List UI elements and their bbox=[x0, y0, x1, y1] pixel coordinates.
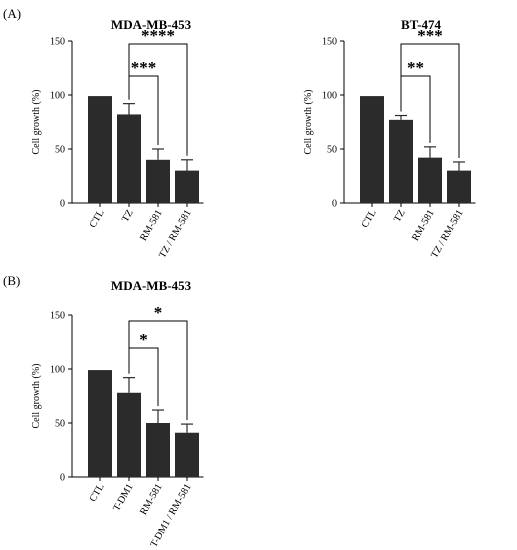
bar bbox=[117, 114, 141, 203]
y-tick-label: 0 bbox=[60, 473, 65, 484]
bar bbox=[175, 432, 199, 477]
y-tick-label: 100 bbox=[322, 91, 337, 102]
bar bbox=[88, 96, 112, 203]
significance-label: ** bbox=[407, 58, 424, 77]
significance-label: * bbox=[154, 303, 163, 322]
bar bbox=[360, 96, 384, 203]
significance-bracket bbox=[400, 43, 460, 158]
y-axis-label: Cell growth (%) bbox=[31, 90, 42, 155]
y-tick-label: 150 bbox=[50, 311, 65, 322]
x-tick-label: TZ bbox=[392, 208, 408, 224]
chart-title: MDA-MB-453 bbox=[111, 278, 192, 293]
significance-label: **** bbox=[141, 26, 175, 45]
bar bbox=[117, 392, 141, 477]
y-tick-label: 50 bbox=[327, 145, 337, 156]
significance-bracket bbox=[128, 320, 188, 421]
bar bbox=[88, 370, 112, 477]
x-tick-label: TZ bbox=[120, 208, 136, 224]
y-tick-label: 50 bbox=[55, 419, 65, 430]
x-tick-label: T-DM1 bbox=[111, 482, 135, 513]
bar bbox=[175, 170, 199, 203]
y-axis-label: Cell growth (%) bbox=[31, 364, 42, 429]
chart-title: MDA-MB-453 bbox=[111, 17, 192, 32]
y-tick-label: 150 bbox=[50, 37, 65, 48]
bar bbox=[389, 119, 413, 203]
bar bbox=[146, 423, 170, 477]
y-tick-label: 100 bbox=[50, 91, 65, 102]
x-tick-label: CTL bbox=[88, 482, 107, 504]
significance-label: *** bbox=[417, 26, 443, 45]
panel-label-a: (A) bbox=[3, 6, 22, 21]
significance-label: * bbox=[139, 330, 148, 349]
panel-label-b: (B) bbox=[3, 273, 21, 288]
x-tick-label: RM-581 bbox=[138, 482, 164, 517]
y-tick-label: 50 bbox=[55, 145, 65, 156]
bar bbox=[447, 170, 471, 203]
chart-title: BT-474 bbox=[401, 17, 441, 32]
bar bbox=[146, 159, 170, 203]
significance-bracket bbox=[128, 43, 188, 156]
significance-label: *** bbox=[131, 58, 157, 77]
y-tick-label: 0 bbox=[332, 199, 337, 210]
y-axis-label: Cell growth (%) bbox=[303, 90, 314, 155]
y-tick-label: 0 bbox=[60, 199, 65, 210]
bar bbox=[418, 157, 442, 203]
y-tick-label: 100 bbox=[50, 365, 65, 376]
y-tick-label: 150 bbox=[322, 37, 337, 48]
